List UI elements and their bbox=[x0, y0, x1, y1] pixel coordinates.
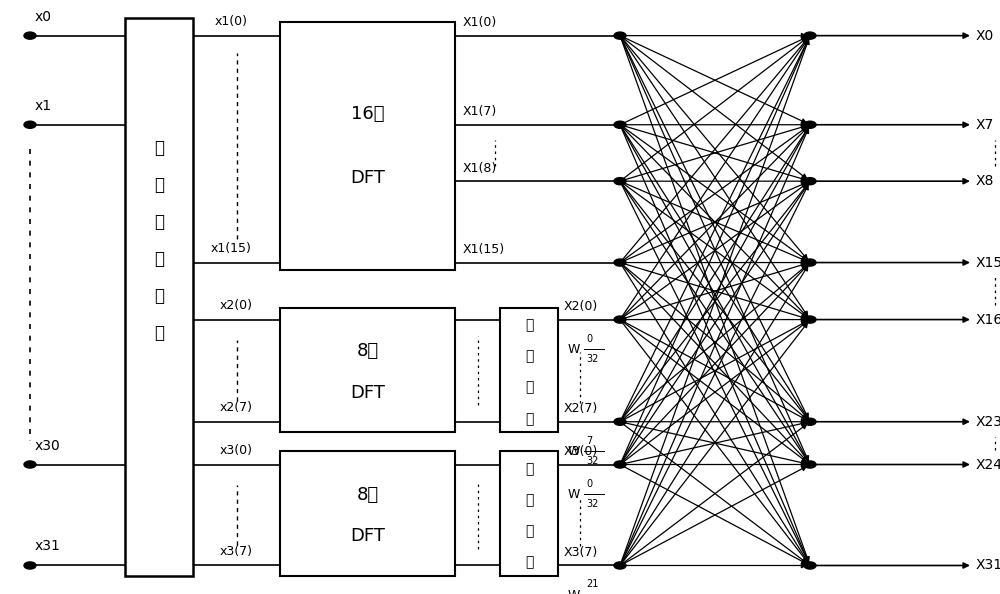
Text: 顺: 顺 bbox=[525, 318, 533, 332]
Circle shape bbox=[24, 32, 36, 39]
Circle shape bbox=[804, 121, 816, 128]
Text: 序: 序 bbox=[525, 493, 533, 507]
Text: X15: X15 bbox=[976, 255, 1000, 270]
Circle shape bbox=[614, 562, 626, 569]
Circle shape bbox=[804, 418, 816, 425]
Text: 分: 分 bbox=[154, 287, 164, 305]
FancyBboxPatch shape bbox=[500, 451, 558, 576]
Circle shape bbox=[804, 461, 816, 468]
Circle shape bbox=[614, 461, 626, 468]
Text: 0: 0 bbox=[586, 334, 592, 343]
Text: X2(0): X2(0) bbox=[564, 300, 598, 313]
Text: 21: 21 bbox=[586, 580, 598, 589]
Text: 32: 32 bbox=[586, 354, 598, 364]
Text: 8路: 8路 bbox=[356, 486, 379, 504]
Circle shape bbox=[24, 121, 36, 128]
Text: 16路: 16路 bbox=[351, 105, 384, 123]
Text: x2(7): x2(7) bbox=[220, 401, 253, 414]
FancyBboxPatch shape bbox=[125, 18, 193, 576]
Text: X3(7): X3(7) bbox=[564, 546, 598, 559]
Circle shape bbox=[614, 121, 626, 128]
Circle shape bbox=[804, 316, 816, 323]
Text: 7: 7 bbox=[586, 436, 592, 446]
Circle shape bbox=[804, 32, 816, 39]
Text: 据: 据 bbox=[154, 250, 164, 268]
Circle shape bbox=[614, 32, 626, 39]
Text: DFT: DFT bbox=[350, 384, 385, 402]
Text: X23: X23 bbox=[976, 415, 1000, 429]
Circle shape bbox=[804, 259, 816, 266]
Text: 行: 行 bbox=[154, 176, 164, 194]
Text: 顺: 顺 bbox=[525, 462, 533, 476]
Text: X2(7): X2(7) bbox=[564, 402, 598, 415]
Circle shape bbox=[24, 461, 36, 468]
Text: 数: 数 bbox=[154, 213, 164, 231]
Circle shape bbox=[614, 316, 626, 323]
Text: X24: X24 bbox=[976, 457, 1000, 472]
Text: 重: 重 bbox=[525, 381, 533, 394]
Text: DFT: DFT bbox=[350, 169, 385, 187]
Text: X7: X7 bbox=[976, 118, 994, 132]
Text: x1: x1 bbox=[35, 99, 52, 113]
Text: x1(0): x1(0) bbox=[215, 15, 248, 28]
Circle shape bbox=[614, 259, 626, 266]
Text: x1(15): x1(15) bbox=[211, 242, 252, 255]
Text: x31: x31 bbox=[35, 539, 61, 554]
Text: X1(15): X1(15) bbox=[463, 243, 505, 256]
Text: 重: 重 bbox=[525, 525, 533, 538]
FancyBboxPatch shape bbox=[280, 22, 455, 270]
Circle shape bbox=[614, 418, 626, 425]
Circle shape bbox=[614, 178, 626, 185]
Text: W: W bbox=[568, 445, 580, 458]
FancyBboxPatch shape bbox=[280, 451, 455, 576]
Text: 0: 0 bbox=[586, 479, 592, 488]
Text: W: W bbox=[568, 343, 580, 356]
Text: X1(0): X1(0) bbox=[463, 16, 497, 29]
FancyBboxPatch shape bbox=[280, 308, 455, 432]
Text: 8路: 8路 bbox=[356, 342, 379, 361]
Text: X1(7): X1(7) bbox=[463, 105, 497, 118]
Text: 排: 排 bbox=[525, 412, 533, 426]
Text: 序: 序 bbox=[525, 349, 533, 364]
Text: X16: X16 bbox=[976, 312, 1000, 327]
Text: W: W bbox=[568, 488, 580, 501]
Text: x30: x30 bbox=[35, 438, 61, 453]
Circle shape bbox=[804, 178, 816, 185]
Text: X0: X0 bbox=[976, 29, 994, 43]
Text: x0: x0 bbox=[35, 10, 52, 24]
Circle shape bbox=[804, 562, 816, 569]
Text: 并: 并 bbox=[154, 140, 164, 157]
Text: X1(8): X1(8) bbox=[463, 162, 497, 175]
Text: x2(0): x2(0) bbox=[220, 299, 253, 312]
FancyBboxPatch shape bbox=[500, 308, 558, 432]
Text: X3(0): X3(0) bbox=[564, 445, 598, 458]
Text: DFT: DFT bbox=[350, 527, 385, 545]
Text: x3(7): x3(7) bbox=[220, 545, 253, 558]
Text: X31: X31 bbox=[976, 558, 1000, 573]
Text: W: W bbox=[568, 589, 580, 594]
Text: 32: 32 bbox=[586, 499, 598, 508]
Text: x3(0): x3(0) bbox=[220, 444, 253, 457]
Text: 裂: 裂 bbox=[154, 324, 164, 342]
Text: 32: 32 bbox=[586, 456, 598, 466]
Text: X8: X8 bbox=[976, 174, 994, 188]
Text: 排: 排 bbox=[525, 555, 533, 570]
Circle shape bbox=[24, 562, 36, 569]
